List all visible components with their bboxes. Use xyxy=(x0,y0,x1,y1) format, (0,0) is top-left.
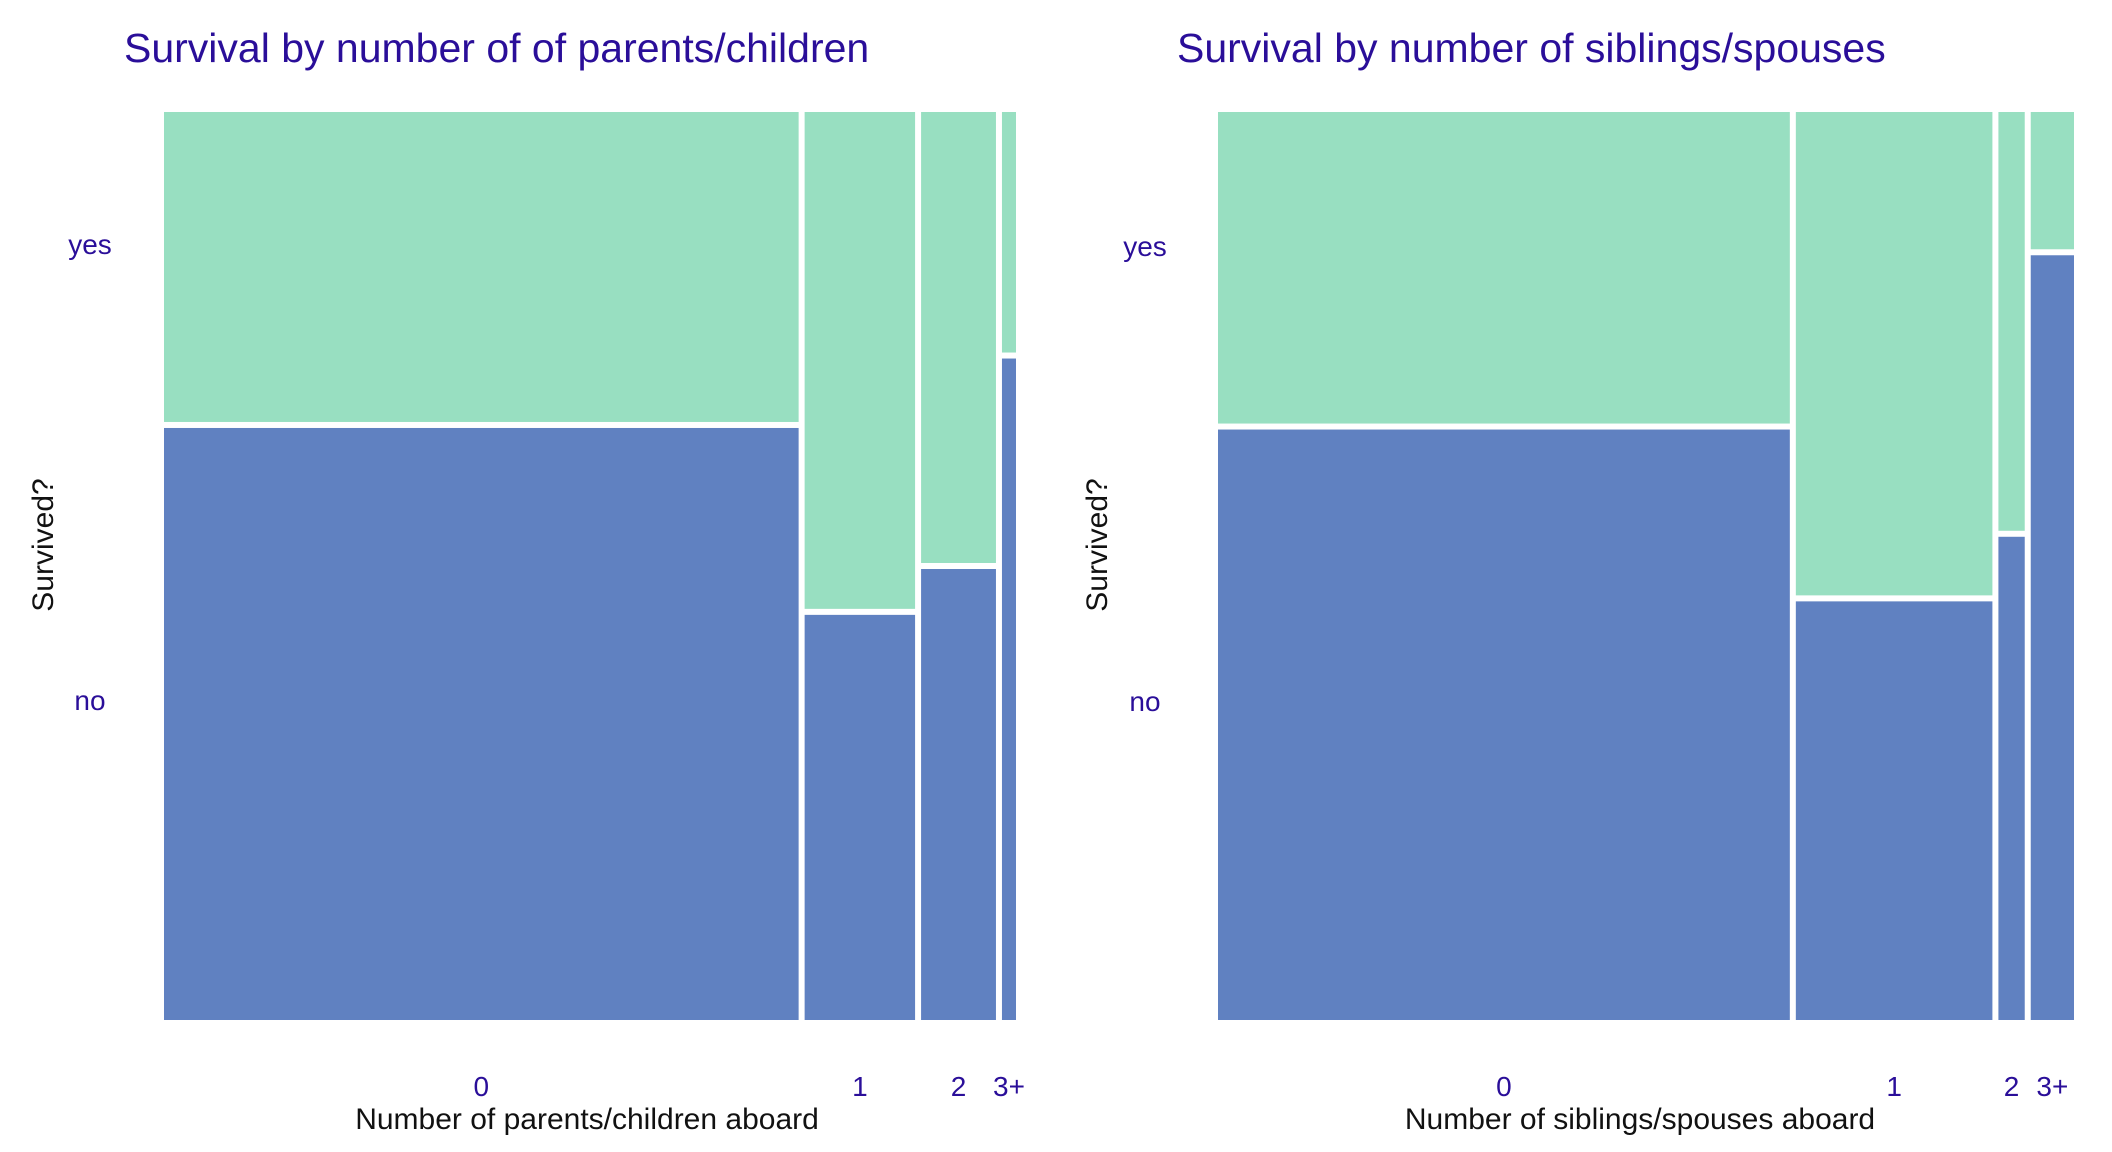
x-axis-label: Number of siblings/spouses aboard xyxy=(1405,1103,1875,1136)
tile-yes-2 xyxy=(1998,112,2025,531)
x-tick-label: 0 xyxy=(1496,1071,1512,1102)
tile-yes-0 xyxy=(1218,112,1790,424)
tile-no-0 xyxy=(1218,429,1790,1021)
x-tick-label: 3+ xyxy=(993,1071,1025,1102)
tile-yes-1 xyxy=(1795,112,1993,596)
tile-no-2 xyxy=(921,569,996,1020)
row-label-no: no xyxy=(1129,686,1160,717)
x-axis-label: Number of parents/children aboard xyxy=(355,1103,819,1136)
x-tick-label: 0 xyxy=(474,1071,490,1102)
tile-no-3+ xyxy=(1001,358,1016,1020)
x-tick-labels: 0 1 2 3+ xyxy=(474,1071,1025,1102)
x-tick-label: 1 xyxy=(1886,1071,1902,1102)
tile-no-0 xyxy=(164,427,799,1020)
tile-yes-3+ xyxy=(1001,112,1016,353)
tile-yes-0 xyxy=(164,112,799,422)
chart-title: Survival by number of siblings/spouses xyxy=(1177,25,1886,71)
tile-yes-1 xyxy=(804,112,916,609)
row-label-yes: yes xyxy=(1123,231,1167,262)
x-tick-label: 2 xyxy=(951,1071,967,1102)
mosaic-tiles xyxy=(1218,112,2074,1021)
tile-no-1 xyxy=(1795,601,1993,1020)
row-label-yes: yes xyxy=(68,229,112,260)
row-label-no: no xyxy=(74,685,105,716)
y-axis-label: Survived? xyxy=(27,478,60,611)
x-tick-label: 1 xyxy=(852,1071,868,1102)
mosaic-chart-siblings-spouses: Survival by number of siblings/spouses y… xyxy=(1081,25,2074,1136)
y-axis-label: Survived? xyxy=(1081,478,1114,611)
tile-no-2 xyxy=(1998,536,2025,1020)
tile-no-1 xyxy=(804,614,916,1020)
x-tick-labels: 0 1 2 3+ xyxy=(1496,1071,2068,1102)
mosaic-chart-parents-children: Survival by number of of parents/childre… xyxy=(27,25,1025,1136)
tile-yes-3+ xyxy=(2030,112,2074,250)
tile-no-3+ xyxy=(2030,255,2074,1020)
chart-title: Survival by number of of parents/childre… xyxy=(124,25,869,71)
mosaic-tiles xyxy=(164,112,1016,1020)
x-tick-label: 2 xyxy=(2004,1071,2020,1102)
x-tick-label: 3+ xyxy=(2036,1071,2068,1102)
tile-yes-2 xyxy=(921,112,996,563)
